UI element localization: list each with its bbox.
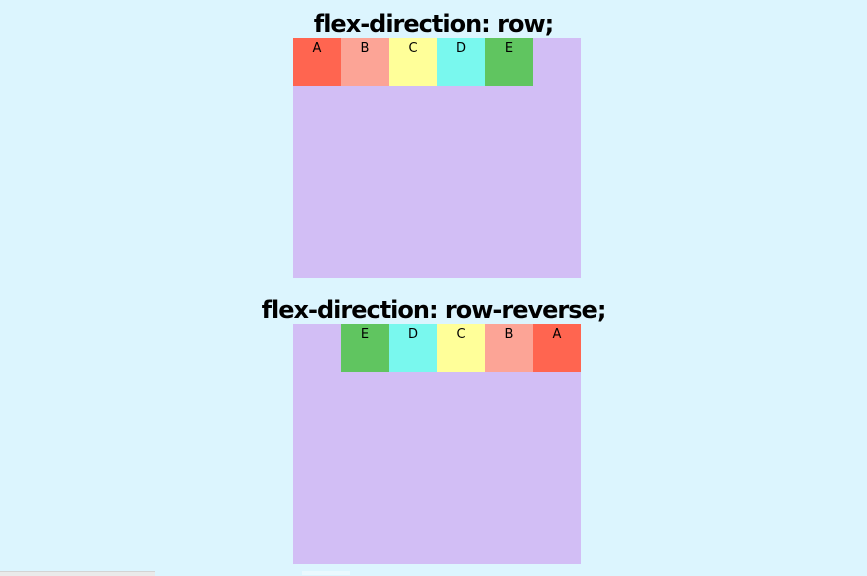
row-reverse-flex-container: A B C D E (293, 324, 581, 564)
row-reverse-demo-title: flex-direction: row-reverse; (261, 296, 607, 324)
flex-item-c: C (437, 324, 485, 372)
scroll-indicator (302, 571, 350, 575)
flex-item-d: D (437, 38, 485, 86)
flex-item-a: A (533, 324, 581, 372)
row-flex-container: A B C D E (293, 38, 581, 278)
flex-item-a: A (293, 38, 341, 86)
flex-item-b: B (485, 324, 533, 372)
flex-item-c: C (389, 38, 437, 86)
flex-item-e: E (341, 324, 389, 372)
flex-item-d: D (389, 324, 437, 372)
horizontal-scrollbar[interactable] (0, 571, 155, 576)
flex-item-b: B (341, 38, 389, 86)
flex-item-e: E (485, 38, 533, 86)
row-demo-title: flex-direction: row; (313, 10, 554, 38)
